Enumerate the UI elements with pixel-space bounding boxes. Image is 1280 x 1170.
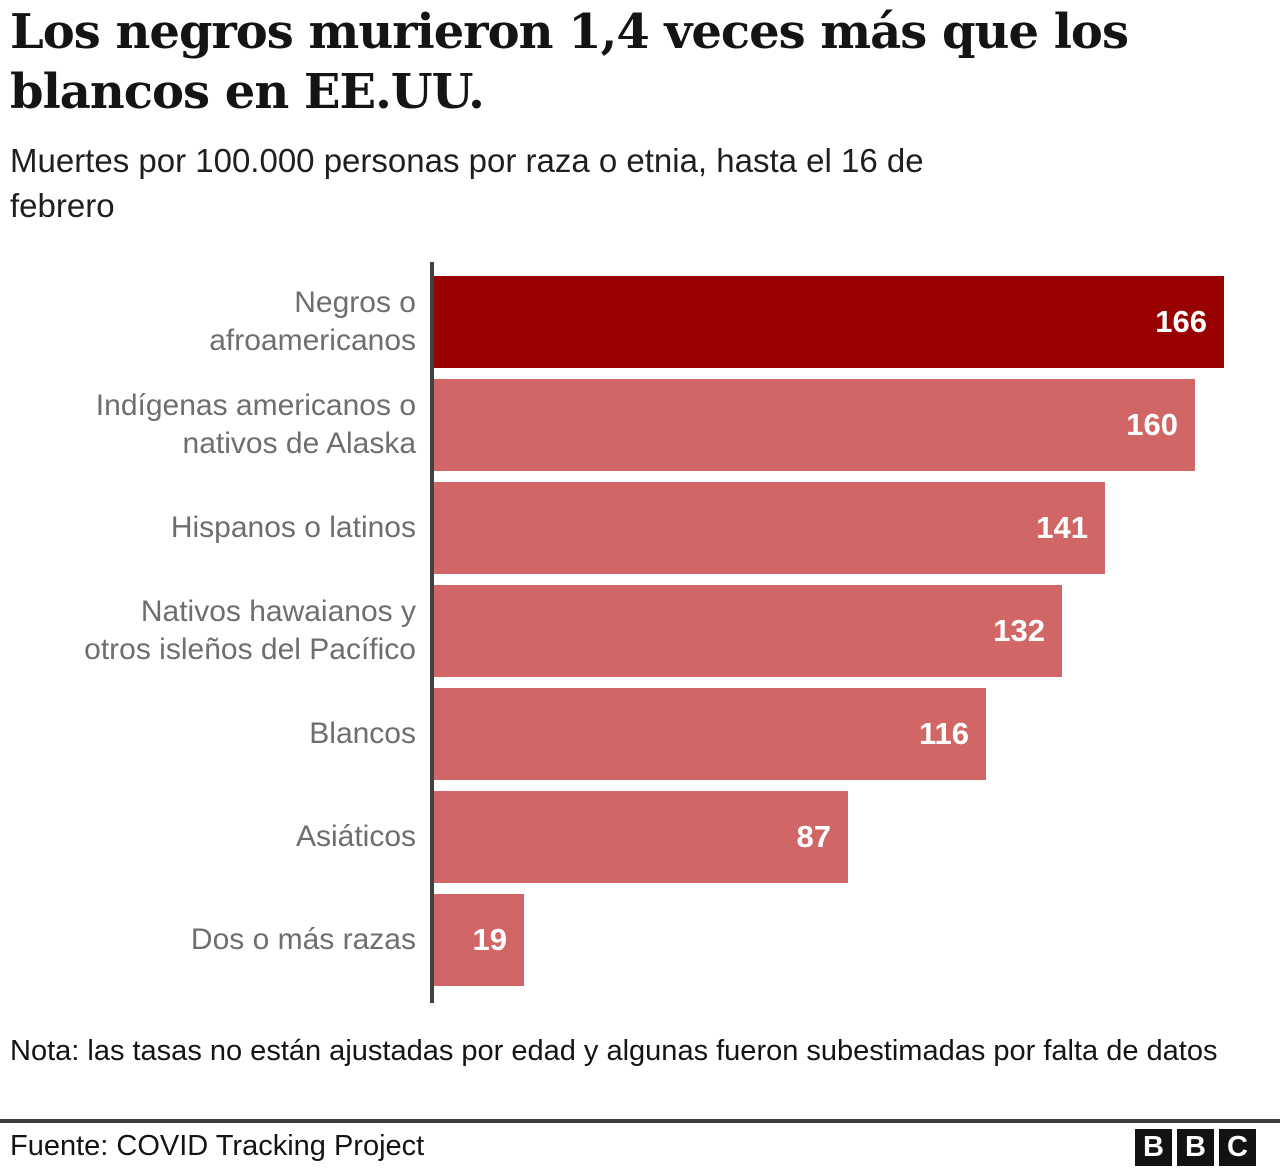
- bbc-logo-block: B: [1177, 1129, 1214, 1166]
- bar: 160: [434, 379, 1195, 471]
- bar-row: Nativos hawaianos y otros isleños del Pa…: [0, 585, 1280, 677]
- bar-value-label: 132: [993, 613, 1045, 648]
- bar-category-label: Blancos: [309, 717, 416, 750]
- source-text: Fuente: COVID Tracking Project: [10, 1130, 425, 1162]
- bar-category-label: Hispanos o latinos: [170, 511, 416, 544]
- bar: 141: [434, 482, 1105, 574]
- bbc-logo-block: C: [1219, 1129, 1256, 1166]
- bar-category-label: Negros o afroamericanos: [209, 286, 416, 357]
- y-axis-line: [430, 262, 434, 1003]
- bar-row: Negros o afroamericanos 166: [0, 276, 1280, 368]
- bar-value-label: 160: [1126, 407, 1178, 442]
- bar-value-label: 166: [1155, 304, 1207, 339]
- note-text: Nota: las tasas no están ajustadas por e…: [10, 1035, 1218, 1067]
- bar-row: Dos o más razas 19: [0, 894, 1280, 986]
- bar: 87: [434, 791, 848, 883]
- chart-subtitle: Muertes por 100.000 personas por raza o …: [10, 142, 924, 224]
- bar-value-label: 19: [472, 922, 507, 957]
- bar-value-label: 87: [796, 819, 831, 854]
- bar-chart: Negros o afroamericanos 166 Indígenas amer…: [0, 262, 1280, 1003]
- bar: 132: [434, 585, 1062, 677]
- bar: 166: [434, 276, 1224, 368]
- chart-title: Los negros murieron 1,4 veces más que lo…: [10, 4, 1129, 120]
- bar-row: Hispanos o latinos 141: [0, 482, 1280, 574]
- bar: 116: [434, 688, 986, 780]
- bar-category-label: Nativos hawaianos y otros isleños del Pa…: [84, 595, 416, 666]
- bar-row: Asiáticos 87: [0, 791, 1280, 883]
- bar-rows: Negros o afroamericanos 166 Indígenas amer…: [0, 276, 1280, 997]
- bar-category-label: Indígenas americanos o nativos de Alaska: [95, 389, 416, 460]
- bar-category-label: Asiáticos: [295, 820, 416, 853]
- bar-value-label: 141: [1036, 510, 1088, 545]
- bbc-logo-block: B: [1135, 1129, 1172, 1166]
- footer-divider: [0, 1119, 1280, 1123]
- bar-value-label: 116: [918, 716, 969, 751]
- bar: 19: [434, 894, 524, 986]
- bar-row: Blancos 116: [0, 688, 1280, 780]
- bar-category-label: Dos o más razas: [190, 923, 416, 956]
- bar-row: Indígenas americanos o nativos de Alaska…: [0, 379, 1280, 471]
